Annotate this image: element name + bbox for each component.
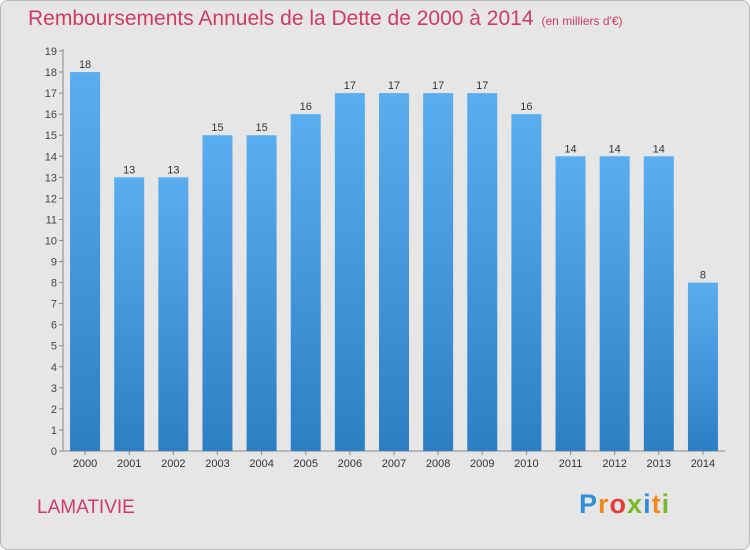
y-tick-label: 13 [45, 172, 57, 184]
bar-value-label: 16 [520, 101, 532, 113]
y-tick-label: 18 [45, 67, 57, 79]
bar-2011 [555, 156, 586, 451]
y-tick-label: 15 [45, 130, 57, 142]
y-tick-label: 4 [51, 362, 57, 374]
y-tick-label: 3 [51, 383, 57, 395]
bar-2008 [423, 93, 454, 452]
x-tick-label: 2005 [293, 458, 317, 470]
bar-2010 [511, 114, 542, 451]
x-tick-label: 2012 [602, 458, 626, 470]
bar-value-label: 15 [255, 122, 267, 134]
bar-value-label: 16 [300, 101, 312, 113]
y-tick-label: 1 [51, 425, 57, 437]
x-tick-label: 2003 [205, 458, 229, 470]
bar-value-label: 17 [388, 80, 400, 92]
x-tick-label: 2014 [691, 458, 715, 470]
bar-2006 [334, 93, 365, 452]
bar-2009 [467, 93, 498, 452]
proxiti-logo: Proxiti [579, 489, 670, 520]
y-tick-label: 12 [45, 193, 57, 205]
bar-2004 [246, 135, 277, 452]
y-tick-label: 10 [45, 235, 57, 247]
bar-value-label: 14 [609, 143, 621, 155]
logo-letter: r [598, 489, 610, 519]
bar-2005 [290, 114, 321, 451]
bar-2000 [70, 72, 101, 451]
x-tick-label: 2007 [382, 458, 406, 470]
chart-title: Remboursements Annuels de la Dette de 20… [28, 7, 623, 31]
bar-2007 [379, 93, 409, 452]
bar-2014 [687, 282, 718, 451]
bar-value-label: 14 [564, 143, 576, 155]
bar-2003 [202, 135, 233, 452]
bar-value-label: 15 [211, 122, 223, 134]
x-tick-label: 2001 [117, 458, 141, 470]
y-tick-label: 8 [51, 278, 57, 290]
y-tick-label: 7 [51, 299, 57, 311]
unit-note: (en milliers d'€) [541, 14, 623, 28]
x-tick-label: 2004 [249, 458, 273, 470]
y-tick-label: 11 [46, 214, 57, 226]
logo-letter: P [579, 489, 599, 519]
bar-value-label: 13 [167, 164, 179, 176]
bar-value-label: 17 [476, 80, 488, 92]
y-tick-label: 0 [51, 446, 57, 458]
x-tick-label: 2013 [647, 458, 671, 470]
x-tick-label: 2008 [426, 458, 450, 470]
logo-letter: t [651, 489, 662, 519]
bar-2013 [643, 156, 674, 451]
y-tick-label: 2 [51, 404, 57, 416]
town-name: LAMATIVIE [37, 497, 135, 518]
x-tick-label: 2009 [470, 458, 494, 470]
bar-value-label: 17 [344, 80, 356, 92]
title-text: Remboursements Annuels de la Dette de 20… [28, 7, 534, 30]
y-tick-label: 6 [51, 320, 57, 332]
y-tick-label: 5 [51, 341, 57, 353]
bar-value-label: 18 [79, 59, 91, 71]
y-tick-label: 14 [45, 151, 57, 163]
x-tick-label: 2006 [338, 458, 362, 470]
bar-value-label: 17 [432, 80, 444, 92]
bar-2002 [158, 177, 189, 451]
x-tick-label: 2010 [514, 458, 538, 470]
bar-value-label: 14 [653, 143, 665, 155]
y-tick-label: 9 [51, 257, 57, 269]
x-tick-label: 2002 [161, 458, 185, 470]
y-tick-label: 19 [45, 46, 57, 58]
logo-letter: o [609, 489, 628, 519]
bar-value-label: 13 [123, 164, 135, 176]
bars: 18 13 13 15 15 16 17 17 17 17 16 14 14 14 8 [70, 59, 718, 452]
x-tick-label: 2000 [73, 458, 97, 470]
bar-2012 [599, 156, 630, 451]
logo-letter: i [661, 489, 671, 519]
y-tick-label: 17 [45, 88, 57, 100]
bar-value-label: 8 [700, 270, 706, 282]
bar-2001 [114, 177, 145, 451]
logo-letter: x [627, 489, 644, 519]
logo-letter: i [643, 489, 652, 519]
x-tick-label: 2011 [559, 458, 583, 470]
y-tick-label: 16 [45, 109, 57, 121]
